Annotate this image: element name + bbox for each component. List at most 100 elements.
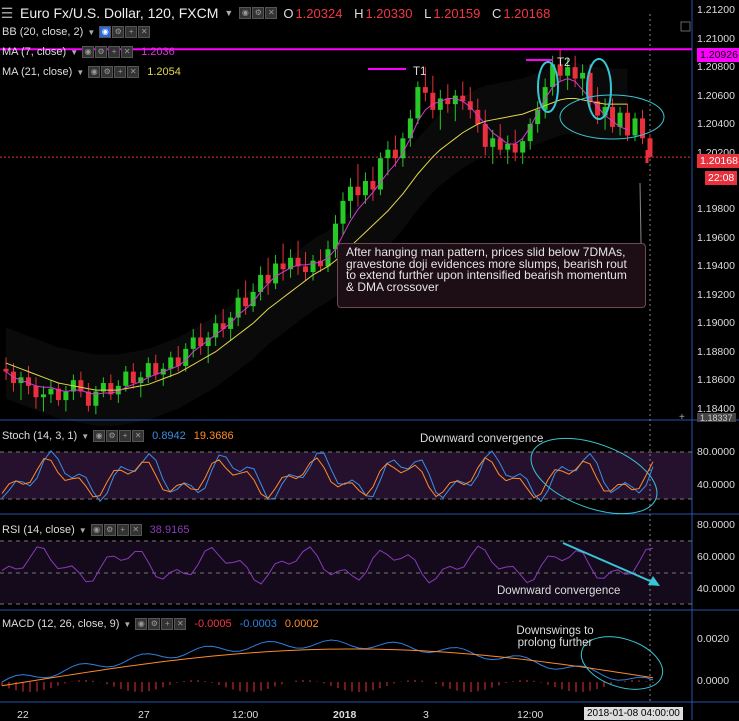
stoch-d-value: 19.3686 (193, 430, 234, 442)
indicator-buttons[interactable]: ◉ ⚙ + ✕ (90, 524, 142, 536)
candle-body (527, 124, 533, 142)
candle (280, 243, 286, 281)
candle-body (557, 64, 563, 76)
chevron-down-icon[interactable]: ▼ (70, 47, 79, 57)
candle-body (63, 391, 69, 401)
price-tick-label: 1.19800 (697, 203, 735, 216)
candle-body (587, 72, 593, 102)
candle (258, 266, 264, 301)
chevron-down-icon[interactable]: ▼ (76, 67, 85, 77)
candle-body (610, 107, 616, 127)
scale-plus-icon: + (679, 412, 685, 423)
candle (138, 371, 144, 398)
candle (520, 138, 526, 164)
macd-line-value: -0.0003 (239, 618, 277, 630)
candle-body (213, 323, 219, 338)
chevron-down-icon[interactable]: ▼ (81, 431, 90, 441)
stoch-k-line (1, 450, 654, 502)
rsi-value: 38.9165 (149, 524, 190, 536)
candle (527, 118, 533, 150)
candle-body (235, 297, 241, 318)
stoch-axis-40: 40.0000 (697, 479, 735, 491)
candle-body (392, 149, 398, 159)
candle-body (385, 149, 391, 159)
bottom-price-tag: 1.18337 (697, 413, 736, 422)
candle-body (183, 348, 189, 366)
candle-body (362, 180, 368, 196)
macd-annotation: Downswings to prolong further (516, 625, 594, 649)
legend-rsi[interactable]: RSI (14, close) ▼ ◉ ⚙ + ✕ 38.9165 (2, 524, 190, 536)
candle (175, 346, 181, 372)
candle (347, 178, 353, 218)
candle-body (205, 337, 211, 347)
macd-hist-value: -0.0005 (194, 618, 232, 630)
candle (295, 240, 301, 275)
rsi-axis-80: 80.0000 (697, 519, 735, 531)
candle-body (78, 380, 84, 392)
candle-body (190, 337, 196, 349)
macd-signal-line (1, 648, 654, 687)
chevron-down-icon[interactable]: ▼ (78, 525, 87, 535)
legend-bb[interactable]: BB (20, close, 2) ▼ ◉ ⚙ + ✕ (2, 26, 151, 38)
candle (640, 109, 646, 144)
candle-body (318, 260, 324, 267)
candle-body (355, 186, 361, 196)
legend-ma7[interactable]: MA (7, close) ▼ ◉ ⚙ + ✕ 1.2036 (2, 46, 175, 58)
highlight-ellipse-2 (586, 58, 612, 120)
menu-icon[interactable]: ☰ (0, 4, 14, 21)
candle (48, 380, 54, 403)
indicator-buttons[interactable]: ◉ ⚙ + ✕ (82, 46, 134, 58)
ma21-line (5, 97, 628, 391)
analysis-note[interactable]: After hanging man pattern, prices slid b… (337, 243, 646, 308)
candle (303, 252, 309, 281)
macd-ellipse (580, 636, 664, 690)
symbol-buttons[interactable]: ◉ ⚙ ✕ (239, 7, 278, 19)
candle-body (647, 138, 653, 157)
legend-ma21[interactable]: MA (21, close) ▼ ◉ ⚙ + ✕ 1.2054 (2, 66, 181, 78)
candle (385, 141, 391, 176)
stoch-k-value: 0.8942 (152, 430, 186, 442)
current-price-tag: 1.20168 (697, 154, 739, 168)
candle (415, 81, 421, 125)
chevron-down-icon[interactable]: ▼ (224, 8, 234, 18)
indicator-buttons[interactable]: ◉ ⚙ + ✕ (135, 618, 187, 630)
candle (467, 87, 473, 119)
candle-body (422, 87, 428, 93)
candle (235, 289, 241, 327)
chevron-down-icon[interactable]: ▼ (123, 619, 132, 629)
candle-body (580, 72, 586, 79)
candle-body (175, 357, 181, 366)
price-tick-label: 1.19400 (697, 260, 735, 273)
candle (55, 383, 61, 406)
candle (168, 351, 174, 378)
candle (422, 67, 428, 102)
candle-body (400, 138, 406, 159)
legend-macd[interactable]: MACD (12, 26, close, 9) ▼ ◉ ⚙ + ✕ -0.0005 -0… (2, 618, 319, 630)
indicator-buttons[interactable]: ◉ ⚙ + ✕ (88, 66, 140, 78)
candle-body (452, 95, 458, 105)
candle-body (33, 385, 39, 398)
time-label-27: 27 (138, 709, 150, 721)
candle-body (123, 371, 129, 386)
candle (617, 107, 623, 136)
chevron-down-icon[interactable]: ▼ (87, 27, 96, 37)
candle-body (168, 357, 174, 369)
indicator-buttons[interactable]: ◉ ⚙ + ✕ (99, 26, 151, 38)
candle (265, 257, 271, 295)
candle-body (288, 257, 294, 270)
candle (512, 129, 518, 162)
candle (505, 135, 511, 164)
legend-stoch[interactable]: Stoch (14, 3, 1) ▼ ◉ ⚙ + ✕ 0.8942 19.3686 (2, 430, 234, 442)
candle-body (332, 223, 338, 250)
candle (452, 89, 458, 122)
candle (565, 58, 571, 90)
candle-body (505, 144, 511, 150)
indicator-buttons[interactable]: ◉ ⚙ + ✕ (93, 430, 145, 442)
candle-body (85, 391, 91, 406)
candle (370, 166, 376, 201)
symbol-title[interactable]: Euro Fx/U.S. Dollar, 120, FXCM (20, 5, 219, 21)
candle (430, 75, 436, 119)
candle (437, 89, 443, 130)
candle (460, 81, 466, 110)
